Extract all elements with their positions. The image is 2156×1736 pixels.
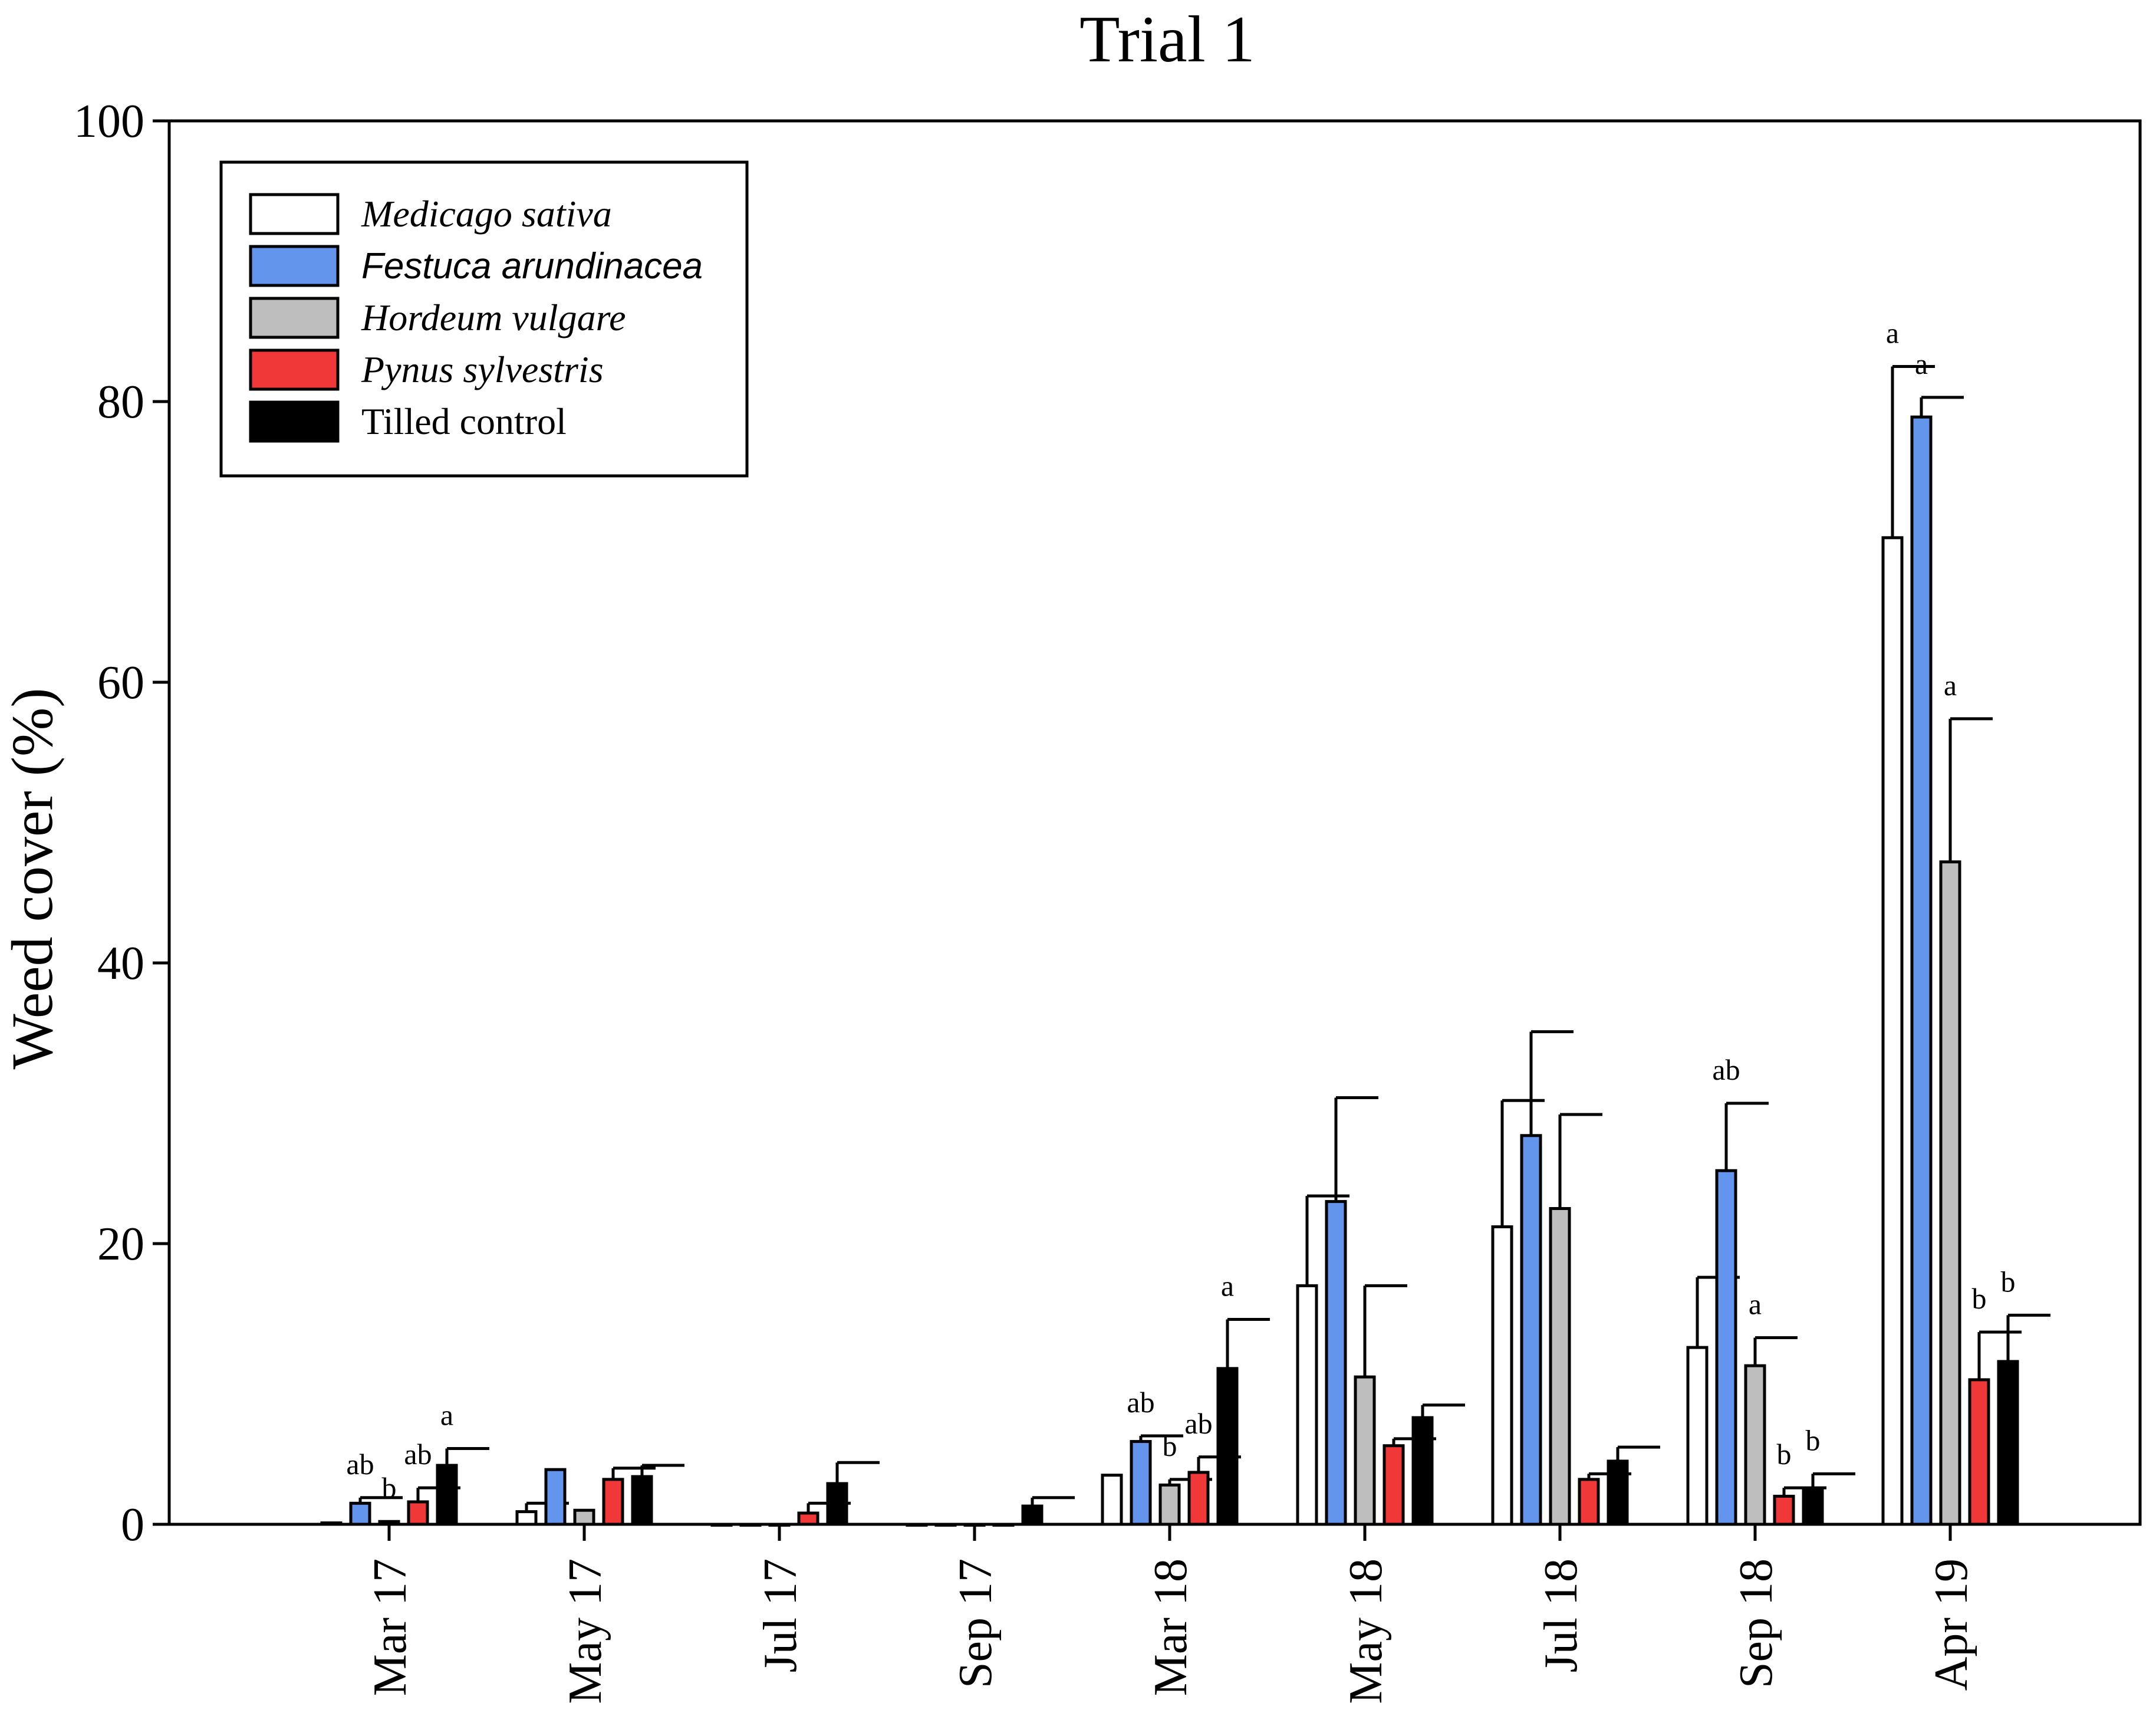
bar [1354,1375,1376,1526]
bar [768,1523,791,1527]
bar [1968,1378,1990,1526]
significance-label: a [1749,1287,1762,1320]
bar [378,1520,400,1526]
bar [826,1482,848,1526]
bar [934,1523,957,1527]
significance-label: b [1972,1282,1987,1315]
bar [1101,1474,1123,1526]
x-tick-label: May 17 [559,1559,611,1704]
bar [631,1475,653,1526]
bar [1997,1360,2019,1526]
bar [1910,415,1933,1526]
y-tick-label: 60 [97,657,144,709]
bar [1686,1346,1709,1526]
bar [1939,860,1961,1526]
bar [573,1508,595,1526]
bar [436,1464,458,1526]
legend-swatch [249,400,340,443]
significance-label: ab [404,1438,432,1471]
significance-label: a [1915,347,1928,380]
bar [1325,1200,1347,1526]
x-tick-label: Jul 17 [755,1559,807,1672]
bar [1158,1483,1181,1526]
bar [1715,1169,1737,1526]
significance-label: ab [1184,1407,1212,1440]
legend-swatch [249,245,340,287]
legend-swatch [249,297,340,339]
legend-entry-label: Hordeum vulgare [361,297,626,338]
legend-entry-label: Festuca arundinacea [361,246,703,287]
legend-swatch [249,193,340,235]
legend-entry-label: Tilled control [361,400,567,442]
significance-label: ab [1127,1386,1154,1419]
bar [602,1478,624,1526]
bar [544,1468,567,1526]
bar [1296,1284,1318,1526]
x-tick-label: Sep 17 [950,1559,1002,1688]
legend-entry-label: Pynus sylvestris [361,348,604,390]
significance-label: a [1886,317,1899,350]
bar [1411,1416,1434,1526]
bar [906,1523,928,1527]
x-tick-label: Mar 18 [1145,1559,1197,1696]
bar [1187,1471,1210,1526]
bar [1549,1207,1571,1526]
significance-label: a [1221,1270,1234,1303]
bar [797,1511,819,1526]
bar [1520,1134,1542,1526]
bar [963,1523,986,1527]
bar [1881,536,1904,1526]
y-tick-label: 40 [97,938,144,989]
y-tick-label: 100 [74,96,144,147]
bar [1383,1444,1405,1526]
significance-label: a [1944,669,1957,702]
bar [1773,1494,1795,1526]
bar [1130,1440,1152,1526]
legend-entry-label: Medicago sativa [361,193,612,235]
bar [515,1510,538,1526]
bar [407,1500,429,1526]
significance-label: a [440,1398,453,1431]
significance-label: ab [346,1448,374,1481]
significance-label: b [1806,1423,1821,1456]
bar [349,1501,371,1526]
x-tick-label: Jul 18 [1535,1559,1587,1672]
bar [1491,1225,1513,1526]
significance-label: b [2001,1265,2016,1298]
bar [992,1523,1015,1527]
bar [1802,1488,1824,1526]
significance-label: ab [1712,1053,1740,1086]
significance-label: b [1163,1429,1177,1462]
chart-title: Trial 1 [1079,3,1255,76]
bar [1744,1364,1766,1526]
legend: Medicago sativa Festuca arundinacea Hordeu… [219,160,749,478]
bar [320,1521,343,1526]
y-tick-label: 20 [97,1218,144,1270]
plot-frame [167,119,2142,1526]
x-tick-label: Mar 17 [364,1559,416,1696]
bar [739,1523,762,1527]
y-tick-label: 0 [121,1499,144,1551]
x-tick-label: Sep 18 [1730,1559,1782,1688]
x-tick-label: Apr 19 [1925,1559,1977,1691]
bar [1021,1504,1044,1526]
legend-swatch [249,348,340,391]
significance-label: b [1777,1438,1792,1471]
bar [1216,1367,1239,1526]
bar [710,1523,733,1527]
bar [1578,1478,1600,1526]
bar [1607,1459,1629,1526]
significance-label: b [382,1471,397,1504]
y-tick-label: 80 [97,376,144,428]
y-axis-label: Weed cover (%) [0,688,65,1069]
x-tick-label: May 18 [1340,1559,1392,1704]
